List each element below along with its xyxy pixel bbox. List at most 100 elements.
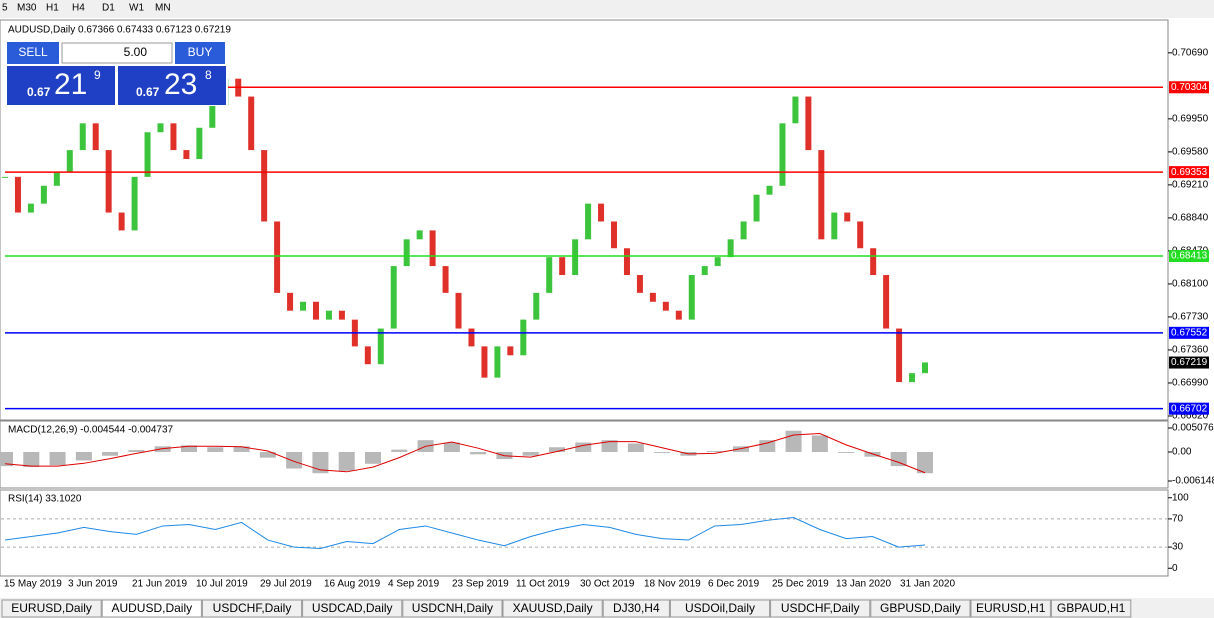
level-label: 0.67552 (1171, 327, 1208, 338)
timeframe-button[interactable]: M30 (17, 3, 37, 14)
candle (27, 203, 34, 213)
y-tick-label: 30 (1172, 542, 1184, 553)
macd-bar (575, 442, 592, 452)
candle (14, 176, 21, 213)
timeframe-button[interactable]: H1 (46, 3, 59, 14)
bid-pips[interactable]: 21 (54, 68, 87, 101)
candle (287, 292, 294, 311)
lot-input[interactable] (61, 42, 173, 64)
macd-bar (365, 451, 381, 464)
level-label-bg (1169, 250, 1209, 263)
timeframe-button[interactable]: MN (155, 3, 171, 14)
candle (274, 221, 281, 293)
tab-label[interactable]: EURUSD,Daily (11, 601, 92, 615)
tab[interactable] (870, 599, 971, 618)
y-tick-label: 70 (1172, 514, 1184, 525)
macd-bar (443, 442, 460, 452)
candle (520, 319, 527, 356)
tab-label[interactable]: EURUSD,H1 (976, 601, 1046, 615)
tab[interactable] (302, 599, 403, 618)
candle (831, 212, 838, 240)
buy-button[interactable] (175, 42, 225, 64)
macd-bar (759, 440, 776, 452)
bid-label: 0.67219 (1171, 357, 1208, 368)
timeframe-button[interactable]: D1 (102, 3, 115, 14)
candle (40, 185, 47, 204)
candle (818, 150, 825, 240)
tab-label[interactable]: USDOil,Daily (685, 601, 755, 615)
plot-layer: 0.70690 0.69950 0.69580 0.69210 0.68840 0.684… (0, 47, 1214, 590)
ask-pips[interactable]: 23 (164, 68, 197, 101)
macd-bar (259, 451, 276, 458)
timeframe-button[interactable]: W1 (129, 3, 144, 14)
macd-signal (4, 433, 926, 474)
macd-bar (312, 451, 329, 474)
candle (585, 203, 592, 240)
sell-button[interactable] (7, 42, 59, 64)
bid-big[interactable]: 0.67 (27, 85, 51, 99)
tab[interactable] (669, 599, 771, 618)
candle (144, 132, 151, 177)
macd-bar (627, 443, 644, 452)
timeframe-button[interactable]: 5 (2, 3, 8, 14)
macd-bar (601, 440, 618, 452)
buy-label[interactable]: BUY (188, 45, 213, 59)
x-tick-label: 16 Aug 2019 (324, 579, 381, 590)
macd-bar (286, 451, 303, 469)
y-tick-label: -0.006148 (1172, 476, 1214, 487)
candle (922, 362, 928, 374)
y-tick-label: 0.66990 (1172, 378, 1209, 389)
tab[interactable] (502, 599, 603, 618)
ask-big[interactable]: 0.67 (136, 85, 160, 99)
tab[interactable] (201, 599, 303, 618)
ask-point[interactable]: 8 (205, 68, 212, 82)
candle (183, 150, 190, 160)
tab-label[interactable]: GBPAUD,H1 (1057, 601, 1126, 615)
tab[interactable] (970, 599, 1051, 618)
candle (611, 221, 618, 249)
candle (429, 230, 436, 267)
tab-label[interactable]: XAUUSD,Daily (513, 601, 593, 615)
candle (870, 248, 877, 276)
lot-value[interactable]: 5.00 (124, 45, 148, 59)
trade-panel: SELL 5.00 BUY 0.67 21 9 0.67 23 8 (4, 40, 228, 106)
candle (649, 292, 656, 302)
x-tick-label: 23 Sep 2019 (452, 579, 509, 590)
ask-box[interactable] (118, 66, 226, 105)
timeframe-button[interactable]: H4 (72, 3, 85, 14)
candle (792, 96, 799, 124)
x-tick-label: 6 Dec 2019 (708, 579, 760, 590)
candle (779, 123, 786, 186)
macd-bar (549, 447, 565, 452)
tab-label[interactable]: USDCNH,Daily (412, 601, 493, 615)
candle (572, 239, 579, 276)
tab-label[interactable]: USDCAD,Daily (312, 601, 393, 615)
y-tick-label: 0.68100 (1172, 279, 1209, 290)
tab-label[interactable]: USDCHF,Daily (213, 601, 292, 615)
tab-label[interactable]: DJ30,H4 (613, 601, 660, 615)
tab-label[interactable]: AUDUSD,Daily (111, 601, 192, 615)
bid-label-bg (1169, 356, 1209, 369)
candle (507, 346, 514, 356)
sell-label[interactable]: SELL (18, 45, 48, 59)
tab[interactable] (1, 599, 102, 618)
tab-label[interactable]: USDCHF,Daily (781, 601, 860, 615)
tab[interactable] (770, 599, 871, 618)
tab-label[interactable]: GBPUSD,Daily (880, 601, 961, 615)
candle (559, 257, 566, 276)
y-tick-label: 0.00 (1172, 447, 1192, 458)
candle (623, 248, 630, 276)
macd-bar (470, 451, 487, 455)
macd-bar (233, 446, 250, 452)
bid-box[interactable] (7, 66, 115, 105)
candle (403, 239, 410, 267)
tab[interactable] (1050, 599, 1132, 618)
y-tick-label: 0.69210 (1172, 180, 1209, 191)
y-tick-label: 0 (1172, 563, 1178, 574)
tab[interactable] (101, 599, 202, 618)
bid-point[interactable]: 9 (94, 68, 101, 82)
level-label: 0.69353 (1171, 167, 1208, 178)
tab[interactable] (402, 599, 503, 618)
tab[interactable] (602, 599, 670, 618)
